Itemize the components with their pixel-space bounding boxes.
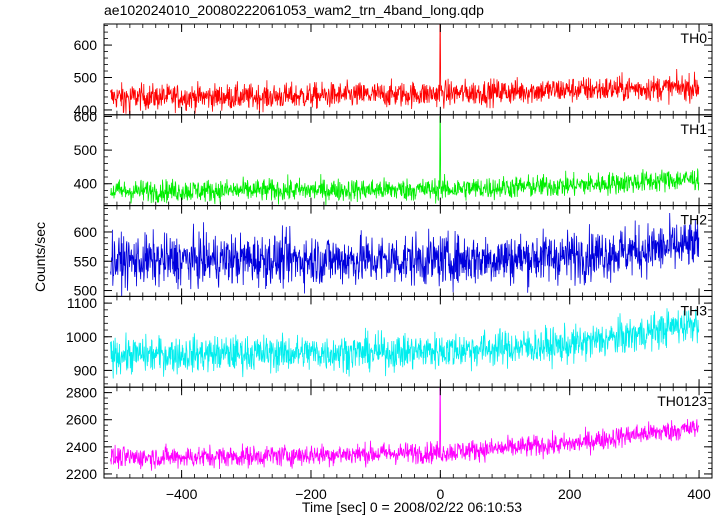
x-tick-label: −200	[295, 486, 327, 502]
x-tick-label: 400	[687, 486, 711, 502]
y-tick-label: 600	[74, 224, 98, 240]
y-tick-label: 600	[74, 37, 98, 53]
y-tick-label: 2200	[66, 466, 97, 482]
x-tick-label: 200	[558, 486, 582, 502]
series-name-label: TH0	[681, 30, 708, 46]
panel-th2: 500 550 600 TH2	[74, 205, 713, 299]
series-line-th3	[110, 308, 700, 379]
series-line-th2	[110, 212, 700, 297]
series-line-th1	[110, 116, 700, 206]
panel-th1: 400 500 600 TH1	[74, 108, 713, 207]
panels-group: 400 500 600 TH0 400 500 600 TH1 500 550 600 TH2 900 1…	[66, 23, 713, 502]
y-tick-label: 2800	[66, 385, 97, 401]
y-tick-label: 500	[74, 70, 98, 86]
panel-th0: 400 500 600 TH0	[74, 23, 713, 118]
chart-title: ae102024010_20080222061053_wam2_trn_4ban…	[104, 2, 484, 18]
panel-th3: 900 1000 1100 TH3	[66, 295, 713, 388]
y-tick-label: 500	[74, 142, 98, 158]
y-tick-label: 1000	[66, 329, 97, 345]
x-axis-ticks: −400 −200 0 200 400	[166, 486, 711, 502]
x-tick-label: −400	[166, 486, 198, 502]
y-tick-label: 500	[74, 283, 98, 299]
y-tick-label: 550	[74, 253, 98, 269]
y-tick-label: 600	[74, 108, 98, 124]
series-name-label: TH3	[681, 302, 708, 318]
series-line-th0	[110, 24, 700, 115]
y-tick-label: 400	[74, 102, 98, 118]
x-axis-label: Time [sec] 0 = 2008/02/22 06:10:53	[302, 499, 522, 515]
y-tick-label: 400	[74, 176, 98, 192]
y-tick-label: 2600	[66, 412, 97, 428]
series-name-label: TH2	[681, 212, 708, 228]
y-tick-label: 1100	[67, 295, 97, 311]
x-tick-label: 0	[436, 486, 444, 502]
series-name-label: TH0123	[657, 393, 707, 409]
y-tick-label: 900	[74, 362, 98, 378]
series-name-label: TH1	[681, 121, 708, 137]
series-line-th0123	[110, 387, 700, 471]
y-axis-label: Counts/sec	[32, 222, 48, 292]
panel-th0123: 2200 2400 2600 2800 TH0123	[66, 385, 713, 482]
y-tick-label: 2400	[66, 439, 97, 455]
panel-frame	[103, 386, 713, 479]
